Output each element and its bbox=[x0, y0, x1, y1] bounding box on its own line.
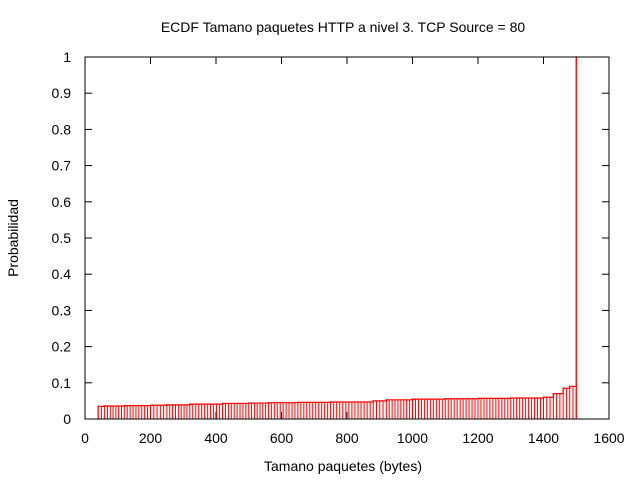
ecdf-point bbox=[123, 404, 126, 407]
y-tick-label: 0.9 bbox=[52, 85, 72, 101]
ecdf-line bbox=[97, 57, 577, 419]
x-axis-label: Tamano paquetes (bytes) bbox=[264, 458, 422, 474]
x-tick-label: 1200 bbox=[462, 430, 493, 446]
y-tick-label: 0.1 bbox=[52, 375, 72, 391]
ecdf-point bbox=[189, 403, 191, 405]
ecdf-point bbox=[385, 399, 388, 401]
y-tick-label: 1 bbox=[63, 49, 71, 65]
y-axis-label: Probabilidad bbox=[5, 199, 21, 277]
ecdf-point bbox=[149, 404, 152, 407]
x-tick-label: 200 bbox=[139, 430, 163, 446]
ecdf-point bbox=[267, 401, 270, 404]
ecdf-point bbox=[166, 404, 168, 406]
y-tick-label: 0.7 bbox=[52, 158, 72, 174]
ecdf-point bbox=[103, 405, 106, 407]
y-tick-label: 0.8 bbox=[52, 121, 72, 137]
ecdf-point bbox=[247, 402, 250, 404]
y-tick-label: 0.4 bbox=[52, 266, 72, 282]
x-tick-label: 1600 bbox=[593, 430, 624, 446]
ecdf-series bbox=[97, 56, 578, 419]
y-tick-label: 0 bbox=[63, 411, 71, 427]
plot-frame bbox=[84, 56, 610, 420]
ecdf-point bbox=[477, 397, 479, 400]
ecdf-point bbox=[411, 398, 414, 400]
ecdf-point bbox=[542, 396, 545, 399]
x-tick-label: 800 bbox=[335, 430, 359, 446]
ecdf-point bbox=[568, 385, 571, 388]
ecdf-point bbox=[509, 397, 512, 399]
ecdf-point bbox=[297, 401, 299, 404]
x-tick-label: 1000 bbox=[397, 430, 428, 446]
ecdf-point bbox=[97, 405, 99, 408]
y-tick-label: 0.2 bbox=[52, 339, 72, 355]
x-tick-label: 400 bbox=[204, 430, 228, 446]
ecdf-point bbox=[221, 402, 224, 405]
ecdf-point bbox=[552, 392, 555, 395]
y-tick-label: 0.6 bbox=[52, 194, 72, 210]
ecdf-point bbox=[444, 397, 447, 400]
x-tick-label: 1400 bbox=[528, 430, 559, 446]
y-tick-label: 0.3 bbox=[52, 302, 72, 318]
chart-title: ECDF Tamano paquetes HTTP a nivel 3. TCP… bbox=[161, 19, 526, 35]
ecdf-point bbox=[329, 401, 332, 403]
ecdf-point bbox=[562, 387, 564, 390]
y-tick-label: 0.5 bbox=[52, 230, 72, 246]
x-tick-label: 600 bbox=[270, 430, 294, 446]
ecdf-point bbox=[372, 400, 375, 402]
axis-ticks: 0 200 400 600 800 1000 1200 1400 1600 0 0.1 0.2 0.3 0… bbox=[52, 49, 625, 446]
x-tick-label: 0 bbox=[81, 430, 89, 446]
